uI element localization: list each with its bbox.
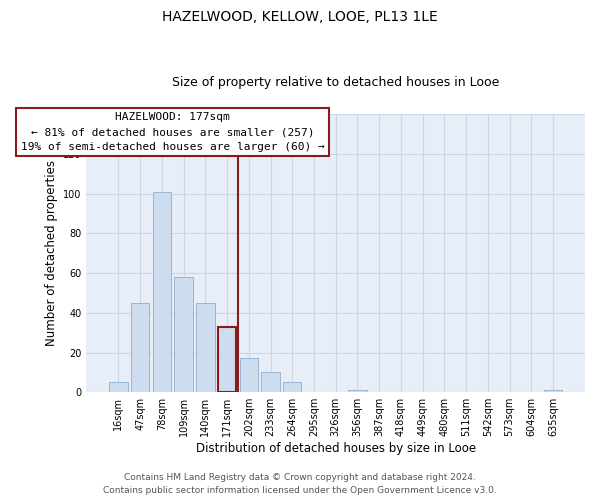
Bar: [109, 382, 128, 392]
X-axis label: Distribution of detached houses by size in Looe: Distribution of detached houses by size …: [196, 442, 476, 455]
Bar: [175, 277, 193, 392]
Bar: [196, 303, 215, 392]
Bar: [544, 390, 562, 392]
Title: Size of property relative to detached houses in Looe: Size of property relative to detached ho…: [172, 76, 499, 90]
Bar: [131, 303, 149, 392]
Bar: [348, 390, 367, 392]
Bar: [218, 326, 236, 392]
Text: HAZELWOOD: 177sqm
← 81% of detached houses are smaller (257)
19% of semi-detache: HAZELWOOD: 177sqm ← 81% of detached hous…: [21, 112, 325, 152]
Bar: [283, 382, 301, 392]
Y-axis label: Number of detached properties: Number of detached properties: [44, 160, 58, 346]
Bar: [152, 192, 171, 392]
Bar: [239, 358, 258, 392]
Text: Contains HM Land Registry data © Crown copyright and database right 2024.
Contai: Contains HM Land Registry data © Crown c…: [103, 473, 497, 495]
Text: HAZELWOOD, KELLOW, LOOE, PL13 1LE: HAZELWOOD, KELLOW, LOOE, PL13 1LE: [162, 10, 438, 24]
Bar: [261, 372, 280, 392]
